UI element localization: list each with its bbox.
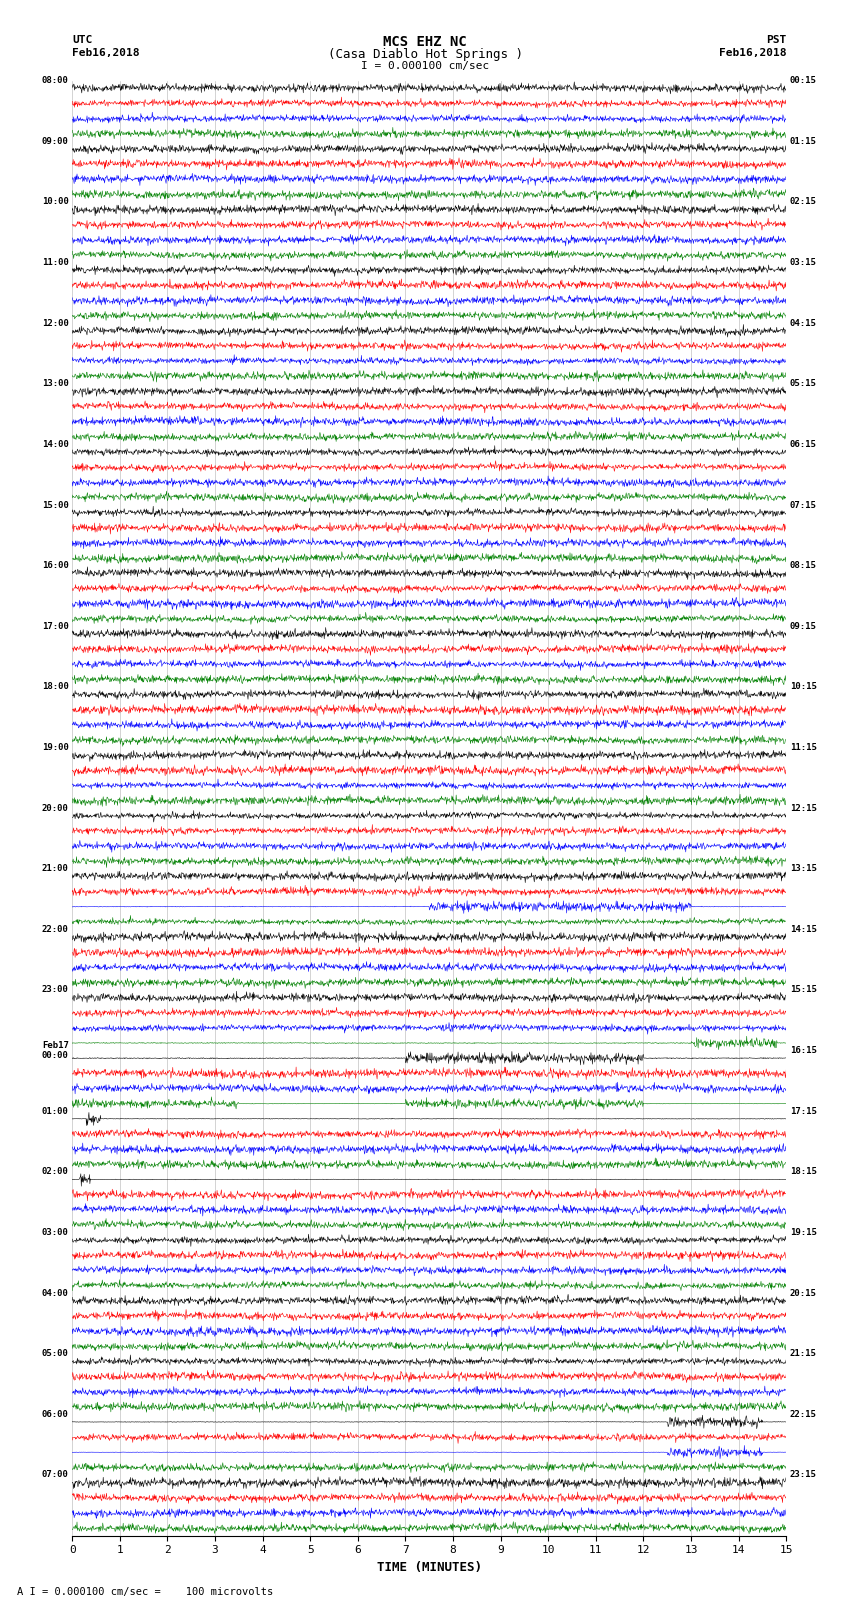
Text: 20:15: 20:15 [790, 1289, 817, 1297]
Text: 21:15: 21:15 [790, 1348, 817, 1358]
Text: 05:00: 05:00 [42, 1348, 69, 1358]
Text: I = 0.000100 cm/sec: I = 0.000100 cm/sec [361, 61, 489, 71]
Text: 04:15: 04:15 [790, 319, 817, 327]
Text: Feb16,2018: Feb16,2018 [719, 48, 786, 58]
Text: 18:00: 18:00 [42, 682, 69, 692]
Text: 08:15: 08:15 [790, 561, 817, 569]
Text: 11:15: 11:15 [790, 744, 817, 752]
Text: 14:00: 14:00 [42, 440, 69, 448]
Text: 02:15: 02:15 [790, 197, 817, 206]
Text: 11:00: 11:00 [42, 258, 69, 268]
Text: 14:15: 14:15 [790, 924, 817, 934]
Text: 12:15: 12:15 [790, 803, 817, 813]
Text: PST: PST [766, 35, 786, 45]
Text: 15:15: 15:15 [790, 986, 817, 995]
Text: 02:00: 02:00 [42, 1168, 69, 1176]
Text: 01:00: 01:00 [42, 1107, 69, 1116]
Text: 09:00: 09:00 [42, 137, 69, 145]
Text: 22:15: 22:15 [790, 1410, 817, 1419]
Text: 23:15: 23:15 [790, 1471, 817, 1479]
Text: 18:15: 18:15 [790, 1168, 817, 1176]
Text: 15:00: 15:00 [42, 500, 69, 510]
Text: 07:00: 07:00 [42, 1471, 69, 1479]
Text: 00:15: 00:15 [790, 76, 817, 85]
Text: 09:15: 09:15 [790, 621, 817, 631]
Text: 19:00: 19:00 [42, 744, 69, 752]
Text: 08:00: 08:00 [42, 76, 69, 85]
Text: (Casa Diablo Hot Springs ): (Casa Diablo Hot Springs ) [327, 48, 523, 61]
Text: 12:00: 12:00 [42, 319, 69, 327]
Text: 07:15: 07:15 [790, 500, 817, 510]
Text: 19:15: 19:15 [790, 1227, 817, 1237]
Text: 17:15: 17:15 [790, 1107, 817, 1116]
Text: 10:00: 10:00 [42, 197, 69, 206]
Text: 16:00: 16:00 [42, 561, 69, 569]
Text: 01:15: 01:15 [790, 137, 817, 145]
Text: Feb17
00:00: Feb17 00:00 [42, 1040, 69, 1060]
Text: 23:00: 23:00 [42, 986, 69, 995]
Text: 06:15: 06:15 [790, 440, 817, 448]
X-axis label: TIME (MINUTES): TIME (MINUTES) [377, 1561, 482, 1574]
Text: 03:00: 03:00 [42, 1227, 69, 1237]
Text: 22:00: 22:00 [42, 924, 69, 934]
Text: 20:00: 20:00 [42, 803, 69, 813]
Text: 13:15: 13:15 [790, 865, 817, 873]
Text: 06:00: 06:00 [42, 1410, 69, 1419]
Text: MCS EHZ NC: MCS EHZ NC [383, 35, 467, 50]
Text: 10:15: 10:15 [790, 682, 817, 692]
Text: Feb16,2018: Feb16,2018 [72, 48, 139, 58]
Text: 04:00: 04:00 [42, 1289, 69, 1297]
Text: 03:15: 03:15 [790, 258, 817, 268]
Text: 21:00: 21:00 [42, 865, 69, 873]
Text: 16:15: 16:15 [790, 1047, 817, 1055]
Text: 13:00: 13:00 [42, 379, 69, 389]
Text: UTC: UTC [72, 35, 93, 45]
Text: 05:15: 05:15 [790, 379, 817, 389]
Text: A I = 0.000100 cm/sec =    100 microvolts: A I = 0.000100 cm/sec = 100 microvolts [17, 1587, 273, 1597]
Text: 17:00: 17:00 [42, 621, 69, 631]
